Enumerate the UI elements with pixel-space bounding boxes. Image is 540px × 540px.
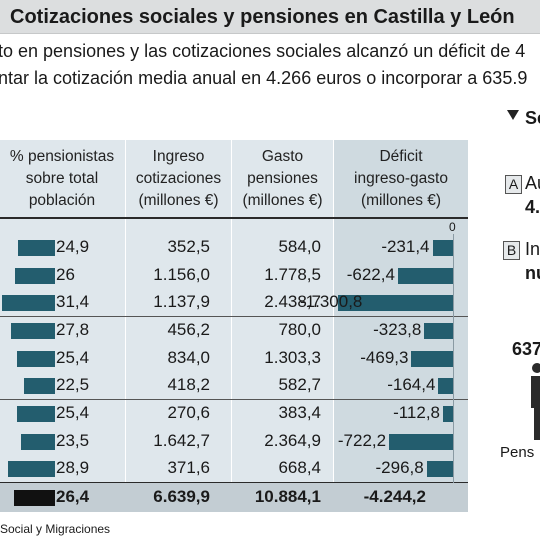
triangle-bullet-icon [507,110,519,120]
total-row [0,483,468,512]
deficit-bar [424,323,453,339]
option-b-badge: B [503,241,520,260]
pct-bar [7,461,55,477]
gasto-value: 1.303,3 [264,348,321,367]
column-separator [333,140,334,512]
pct-bar [17,240,55,256]
group-separator [0,316,468,317]
pct-value: 23,5 [56,431,90,450]
option-a-badge: A [505,175,522,194]
deficit-value: -112,8 [393,403,441,422]
gasto-value: 2.438,7 [264,292,321,311]
gasto-value: 780,0 [278,320,321,339]
deficit-value: -1.300,8 [300,292,363,311]
deficit-axis-zero-label: 0 [449,220,456,234]
ingreso-value: 371,6 [167,458,210,477]
ingreso-value: 1.156,0 [153,265,210,284]
deficit-axis-zero-line [453,234,454,484]
subtitle-line-2: ntar la cotización media anual en 4.266 … [0,68,528,88]
pct-value: 25,4 [56,348,90,367]
deficit-value: -323,8 [373,320,422,339]
total-gasto-value: 10.884,1 [254,487,321,506]
column-header-pct: % pensionistas sobre total población [9,148,115,209]
gasto-value: 383,4 [278,403,321,422]
deficit-bar [411,351,453,367]
deficit-value: -622,4 [346,265,395,284]
pct-value: 26 [56,265,75,284]
subtitle-line-1: to en pensiones y las cotizaciones socia… [0,41,526,61]
deficit-bar [443,406,453,422]
ingreso-value: 1.137,9 [153,292,210,311]
deficit-bar [337,295,453,311]
option-a-text-line-1: Au [525,173,540,193]
pct-bar [15,268,55,284]
deficit-value: -231,4 [381,237,430,256]
pct-value: 24,9 [56,237,90,256]
deficit-value: -164,4 [387,375,436,394]
ingreso-value: 456,2 [167,320,210,339]
deficit-bar [389,434,453,450]
deficit-bar [438,378,453,394]
pct-bar [1,295,55,311]
gasto-value: 1.778,5 [264,265,321,284]
deficit-bar [432,240,453,256]
pensioner-caption: Pens [500,444,535,461]
gasto-value: 668,4 [278,458,321,477]
gasto-value: 582,7 [278,375,321,394]
pct-bar [16,406,55,422]
deficit-bar [397,268,453,284]
option-b-text-line-2: nu [525,263,540,283]
side-panel-heading: Se [525,108,540,128]
column-separator [125,140,126,512]
pct-bar [23,378,55,394]
pct-value: 27,8 [56,320,90,339]
chart-title: Cotizaciones sociales y pensiones en Cas… [0,0,540,34]
side-panel [468,100,540,540]
source-note: Social y Migraciones [0,522,111,536]
total-pct-bar [14,490,55,506]
pensioner-figure-icon [531,363,540,440]
ingreso-value: 418,2 [167,375,210,394]
ingreso-value: 834,0 [167,348,210,367]
pct-value: 25,4 [56,403,90,422]
deficit-value: -722,2 [337,431,387,450]
pct-value: 28,9 [56,458,90,477]
ingreso-value: 270,6 [167,403,210,422]
pct-value: 31,4 [56,292,90,311]
deficit-value: -469,3 [360,348,409,367]
pct-bar [21,434,55,450]
total-deficit-value: -4.244,2 [363,487,426,506]
pct-bar [10,323,55,339]
pct-value: 22,5 [56,375,90,394]
gasto-value: 584,0 [278,237,321,256]
group-separator [0,399,468,400]
pensioner-count: 637 [512,339,540,359]
ingreso-value: 1.642,7 [153,431,210,450]
ingreso-value: 352,5 [167,237,210,256]
deficit-value: -296,8 [375,458,424,477]
pct-bar [16,351,55,367]
option-b-text-line-1: In [525,239,540,259]
column-separator [231,140,232,512]
option-a-text-line-2: 4. [525,197,540,217]
gasto-value: 2.364,9 [264,431,321,450]
total-ingreso-value: 6.639,9 [153,487,210,506]
column-header-gasto: Gasto pensiones (millones €) [242,148,323,209]
column-header-ingreso: Ingreso cotizaciones (millones €) [135,148,222,209]
deficit-bar [426,461,453,477]
column-header-deficit: Déficit ingreso-gasto (millones €) [354,148,448,209]
total-pct-value: 26,4 [56,487,90,506]
header-rule [0,217,468,219]
